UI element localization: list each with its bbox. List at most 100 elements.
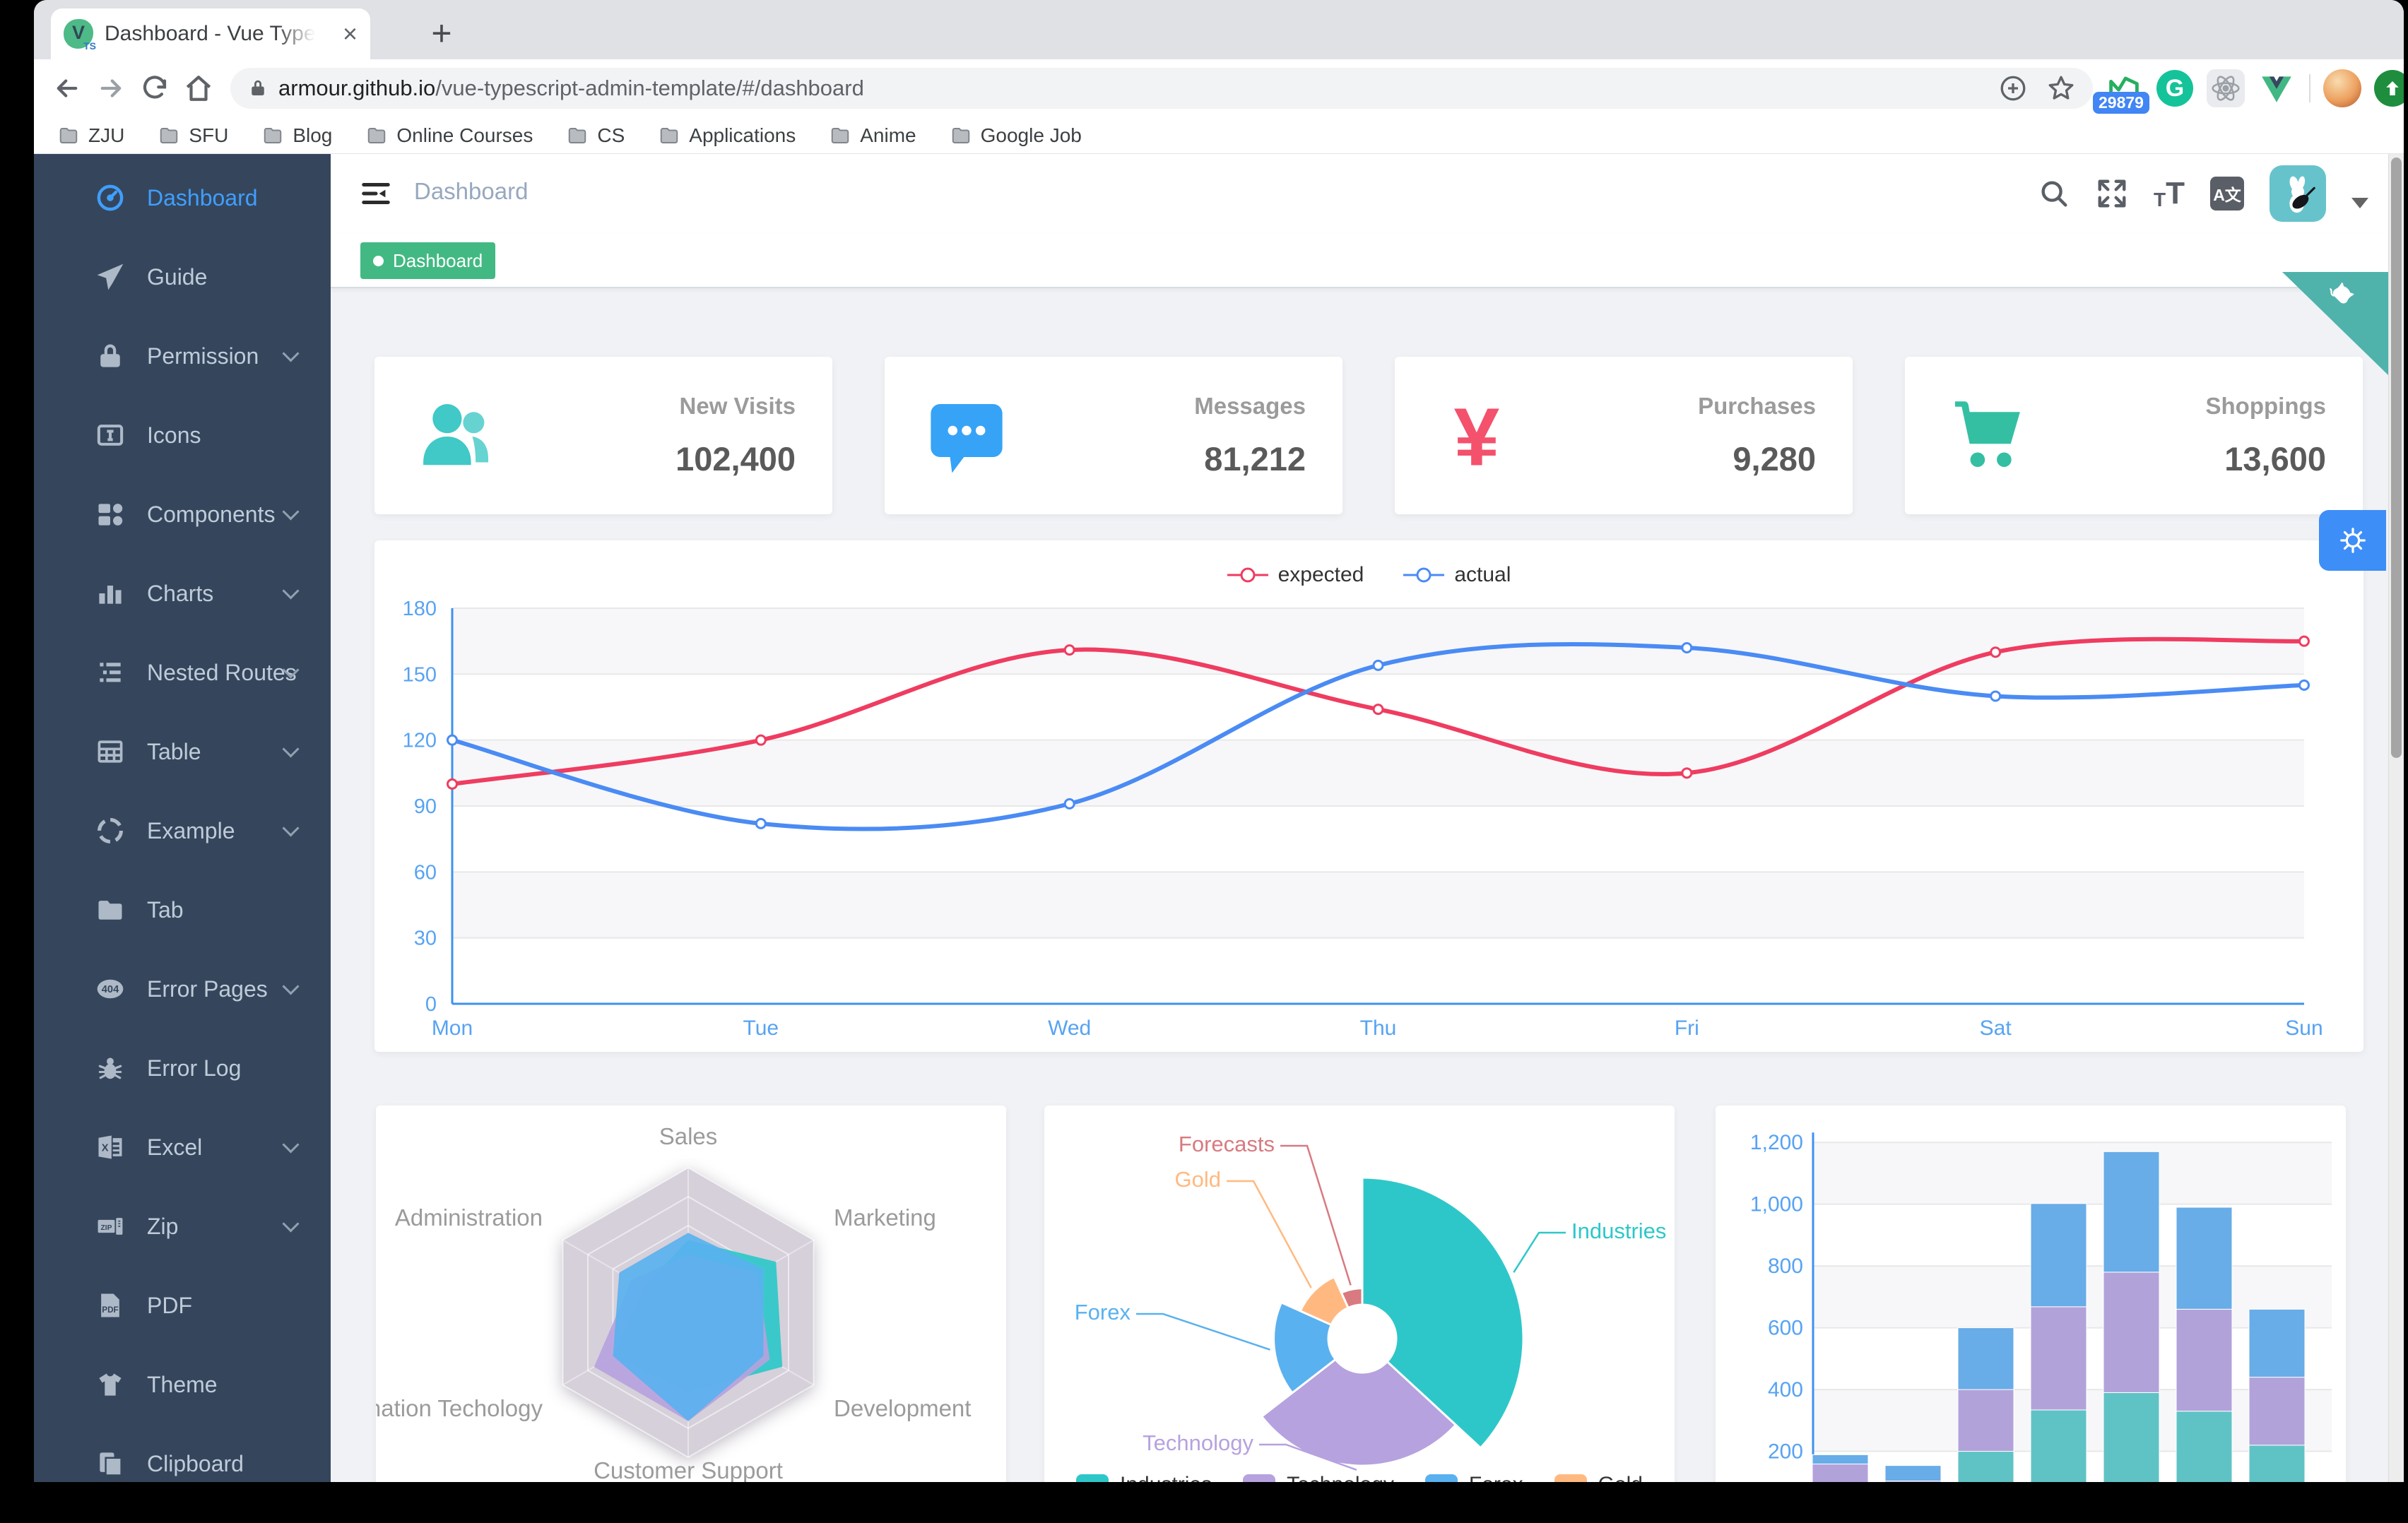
translate-icon[interactable]: A文	[2210, 177, 2244, 211]
pie-legend-item-forex[interactable]: Forex	[1424, 1473, 1523, 1482]
scrollbar-thumb[interactable]	[2391, 158, 2402, 758]
bookmark-label: Anime	[860, 124, 916, 146]
stat-card-shoppings[interactable]: Shoppings 13,600	[1905, 357, 2363, 514]
mailtrack-extension-icon[interactable]: 29879	[2093, 69, 2149, 114]
pie-legend-item-industries[interactable]: Industries	[1076, 1473, 1212, 1482]
bookmark-anime[interactable]: Anime	[830, 124, 916, 147]
tags-view-bar: Dashboard	[331, 233, 2388, 288]
sidebar-item-example[interactable]: Example	[34, 791, 331, 870]
tab-close-icon[interactable]: ×	[342, 19, 358, 48]
vue-devtools-extension-icon[interactable]	[2257, 69, 2296, 108]
bookmark-blog[interactable]: Blog	[262, 124, 332, 147]
bookmark-google-job[interactable]: Google Job	[950, 124, 1082, 147]
line-chart-card: expected actual 0 30 60 90 120 150 180 Mon Tue Wed…	[374, 540, 2363, 1052]
url-bar[interactable]: armour.github.io/vue-typescript-admin-te…	[230, 68, 2093, 109]
sidebar-item-components[interactable]: Components	[34, 475, 331, 554]
back-icon[interactable]	[45, 66, 89, 110]
forward-icon[interactable]	[89, 66, 133, 110]
sidebar-item-label: Components	[147, 501, 276, 527]
sidebar-item-icons[interactable]: Icons	[34, 396, 331, 475]
legend-item-expected[interactable]: expected	[1227, 563, 1364, 587]
sidebar-item-error-log[interactable]: Error Log	[34, 1029, 331, 1108]
grammarly-extension-icon[interactable]: G	[2155, 69, 2195, 108]
sidebar-item-nested-routes[interactable]: Nested Routes	[34, 633, 331, 712]
lock-icon	[252, 80, 264, 95]
table-icon	[95, 736, 126, 767]
sidebar-item-label: Theme	[147, 1371, 218, 1397]
folder-icon	[59, 127, 78, 143]
legend-swatch	[1424, 1474, 1458, 1482]
line-chart-legend: expected actual	[374, 563, 2363, 587]
stat-card-purchases[interactable]: ¥ Purchases 9,280	[1395, 357, 1853, 514]
bookmark-cs[interactable]: CS	[567, 124, 625, 147]
chrome-update-icon[interactable]	[2373, 69, 2404, 108]
sidebar-item-guide[interactable]: Guide	[34, 237, 331, 316]
favicon-letter: V	[71, 22, 85, 43]
pie-chart[interactable]: Industries Technology Forex Gold Forecasts	[1044, 1106, 1675, 1482]
legend-label: expected	[1277, 563, 1364, 586]
browser-tab[interactable]: V TS Dashboard - Vue Typescript Admin ×	[51, 8, 370, 59]
new-tab-button[interactable]: +	[431, 13, 452, 53]
legend-item-actual[interactable]: actual	[1403, 563, 1511, 587]
sidebar-item-error-pages[interactable]: 404 Error Pages	[34, 949, 331, 1029]
radar-axis-label: Information Techology	[376, 1395, 543, 1421]
chart-icon	[95, 578, 126, 609]
url-host: armour.github.io	[278, 76, 436, 100]
pie-chart-card: Industries Technology Forex Gold Forecasts I…	[1044, 1106, 1675, 1482]
sidebar-item-clipboard[interactable]: Clipboard	[34, 1424, 331, 1482]
bookmark-online-courses[interactable]: Online Courses	[366, 124, 533, 147]
radar-axis-label: Sales	[659, 1123, 718, 1149]
search-icon[interactable]	[2038, 177, 2070, 210]
avatar-caret-icon[interactable]	[2351, 197, 2368, 208]
stat-card-messages[interactable]: Messages 81,212	[885, 357, 1342, 514]
x-axis-label: Wed	[1048, 1017, 1091, 1040]
chevron-down-icon	[282, 978, 300, 995]
line-chart[interactable]: 0 30 60 90 120 150 180 Mon Tue Wed Thu Fri Sat Sun	[374, 540, 2363, 1052]
sidebar-item-pdf[interactable]: PDF PDF	[34, 1266, 331, 1345]
settings-fab[interactable]	[2319, 510, 2386, 571]
folder-icon	[952, 127, 969, 143]
browser-window: V TS Dashboard - Vue Typescript Admin × …	[34, 0, 2404, 1482]
bookmark-label: Google Job	[980, 124, 1082, 146]
y-axis-label: 30	[414, 928, 437, 950]
bookmark-zju[interactable]: ZJU	[58, 124, 124, 147]
sidebar-item-dashboard[interactable]: Dashboard	[34, 158, 331, 237]
zoom-plus-icon[interactable]	[1998, 73, 2028, 103]
sidebar-item-theme[interactable]: Theme	[34, 1345, 331, 1424]
sidebar-item-excel[interactable]: X Excel	[34, 1108, 331, 1187]
bookmark-sfu[interactable]: SFU	[158, 124, 228, 147]
github-corner[interactable]	[2279, 272, 2388, 378]
stat-card-new-visits[interactable]: New Visits 102,400	[374, 357, 832, 514]
radar-chart[interactable]: Sales Administration Information Techology…	[376, 1106, 1006, 1482]
bookmark-star-icon[interactable]	[2046, 73, 2076, 103]
tag-dashboard[interactable]: Dashboard	[360, 242, 496, 279]
sidebar-item-label: PDF	[147, 1292, 192, 1318]
bar-chart[interactable]: 200 400 600 800 1,000 1,200	[1716, 1106, 2346, 1482]
sidebar-toggle-icon[interactable]	[355, 172, 397, 215]
folder-icon	[160, 127, 178, 143]
sidebar-item-table[interactable]: Table	[34, 712, 331, 791]
sidebar-item-permission[interactable]: Permission	[34, 316, 331, 396]
pie-legend-item-gold[interactable]: Gold	[1554, 1473, 1643, 1482]
sidebar-item-zip[interactable]: ZIP Zip	[34, 1187, 331, 1266]
react-devtools-extension-icon[interactable]	[2206, 69, 2245, 108]
favicon-sub: TS	[83, 40, 96, 52]
pie-legend-item-technology[interactable]: Technology	[1243, 1473, 1394, 1482]
sidebar-item-charts[interactable]: Charts	[34, 554, 331, 633]
sidebar-item-tab[interactable]: Tab	[34, 870, 331, 949]
dashboard-icon	[95, 182, 126, 213]
bookmark-label: ZJU	[88, 124, 125, 146]
fullscreen-icon[interactable]	[2096, 177, 2128, 210]
home-icon[interactable]	[177, 66, 220, 110]
user-avatar[interactable]	[2270, 165, 2326, 222]
browser-profile-avatar[interactable]	[2323, 69, 2361, 107]
pie-slice-label: Industries	[1571, 1219, 1666, 1243]
radar-axis-label: Marketing	[834, 1204, 936, 1231]
stat-value: 81,212	[1204, 440, 1306, 478]
stat-title: Shoppings	[2205, 393, 2326, 419]
sidebar-item-label: Permission	[147, 343, 259, 369]
bookmark-applications[interactable]: Applications	[659, 124, 796, 147]
reload-icon[interactable]	[133, 66, 177, 110]
